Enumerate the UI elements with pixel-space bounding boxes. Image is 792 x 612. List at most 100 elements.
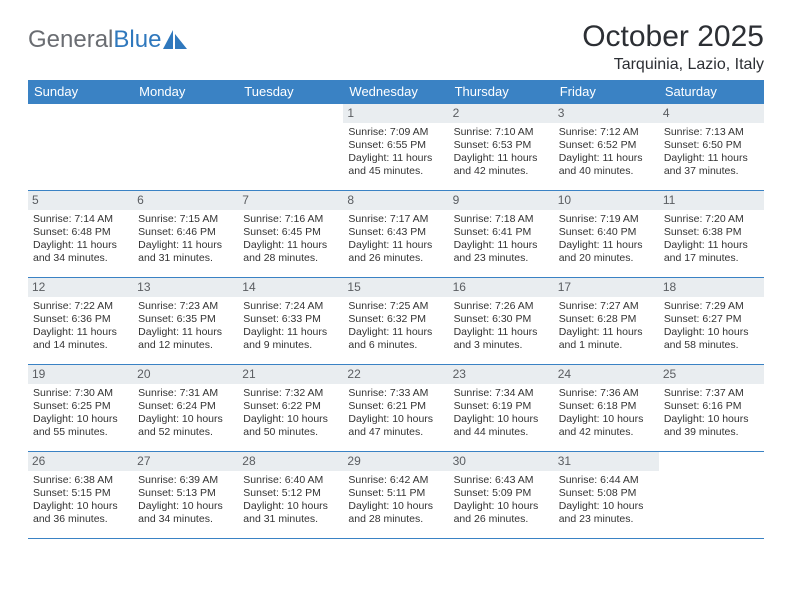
daylight2-text: and 34 minutes. bbox=[138, 513, 233, 526]
sunrise-text: Sunrise: 6:44 AM bbox=[559, 474, 654, 487]
daylight2-text: and 31 minutes. bbox=[243, 513, 338, 526]
day-number: 12 bbox=[28, 278, 133, 297]
daylight1-text: Daylight: 10 hours bbox=[138, 413, 233, 426]
daylight1-text: Daylight: 10 hours bbox=[138, 500, 233, 513]
sunset-text: Sunset: 6:22 PM bbox=[243, 400, 338, 413]
day-cell: 8 Sunrise: 7:17 AMSunset: 6:43 PMDaylight… bbox=[343, 191, 448, 277]
day-cell: 1Sunrise: 7:09 AMSunset: 6:55 PMDaylight… bbox=[343, 104, 448, 190]
sunrise-text: Sunrise: 7:32 AM bbox=[243, 387, 338, 400]
daylight2-text: and 42 minutes. bbox=[454, 165, 549, 178]
daylight2-text: and 50 minutes. bbox=[243, 426, 338, 439]
sunset-text: Sunset: 6:45 PM bbox=[243, 226, 338, 239]
sunset-text: Sunset: 6:28 PM bbox=[559, 313, 654, 326]
sunset-text: Sunset: 5:08 PM bbox=[559, 487, 654, 500]
day-cell: 24Sunrise: 7:36 AMSunset: 6:18 PMDayligh… bbox=[554, 365, 659, 451]
daylight1-text: Daylight: 11 hours bbox=[138, 326, 233, 339]
sunset-text: Sunset: 6:18 PM bbox=[559, 400, 654, 413]
sunrise-text: Sunrise: 7:23 AM bbox=[138, 300, 233, 313]
day-number: 28 bbox=[238, 452, 343, 471]
location-text: Tarquinia, Lazio, Italy bbox=[582, 56, 764, 74]
sunrise-text: Sunrise: 7:16 AM bbox=[243, 213, 338, 226]
sunrise-text: Sunrise: 7:26 AM bbox=[454, 300, 549, 313]
page-header: GeneralBlue October 2025 Tarquinia, Lazi… bbox=[28, 20, 764, 74]
day-number: 22 bbox=[343, 365, 448, 384]
sunrise-text: Sunrise: 7:30 AM bbox=[33, 387, 128, 400]
sunrise-text: Sunrise: 7:37 AM bbox=[664, 387, 759, 400]
daylight1-text: Daylight: 10 hours bbox=[33, 413, 128, 426]
daylight1-text: Daylight: 11 hours bbox=[348, 239, 443, 252]
day-number: 7 bbox=[238, 191, 343, 210]
sunrise-text: Sunrise: 6:38 AM bbox=[33, 474, 128, 487]
sunset-text: Sunset: 6:53 PM bbox=[454, 139, 549, 152]
daylight1-text: Daylight: 11 hours bbox=[559, 326, 654, 339]
day-number: 26 bbox=[28, 452, 133, 471]
day-number: 29 bbox=[343, 452, 448, 471]
sunset-text: Sunset: 6:16 PM bbox=[664, 400, 759, 413]
day-cell: 9Sunrise: 7:18 AMSunset: 6:41 PMDaylight… bbox=[449, 191, 554, 277]
sunset-text: Sunset: 6:21 PM bbox=[348, 400, 443, 413]
sunset-text: Sunset: 5:13 PM bbox=[138, 487, 233, 500]
sunset-text: Sunset: 6:35 PM bbox=[138, 313, 233, 326]
day-cell: 10Sunrise: 7:19 AMSunset: 6:40 PMDayligh… bbox=[554, 191, 659, 277]
day-cell: 6Sunrise: 7:15 AMSunset: 6:46 PMDaylight… bbox=[133, 191, 238, 277]
daylight1-text: Daylight: 11 hours bbox=[33, 326, 128, 339]
sunrise-text: Sunrise: 7:18 AM bbox=[454, 213, 549, 226]
weekday-label: Friday bbox=[554, 80, 659, 104]
day-cell: 26Sunrise: 6:38 AMSunset: 5:15 PMDayligh… bbox=[28, 452, 133, 538]
sunset-text: Sunset: 6:43 PM bbox=[348, 226, 443, 239]
day-cell: 20Sunrise: 7:31 AMSunset: 6:24 PMDayligh… bbox=[133, 365, 238, 451]
weekday-label: Monday bbox=[133, 80, 238, 104]
sunrise-text: Sunrise: 7:24 AM bbox=[243, 300, 338, 313]
day-number: 16 bbox=[449, 278, 554, 297]
day-cell: 29Sunrise: 6:42 AMSunset: 5:11 PMDayligh… bbox=[343, 452, 448, 538]
sunset-text: Sunset: 6:52 PM bbox=[559, 139, 654, 152]
sunset-text: Sunset: 6:24 PM bbox=[138, 400, 233, 413]
sunrise-text: Sunrise: 7:15 AM bbox=[138, 213, 233, 226]
sunrise-text: Sunrise: 7:36 AM bbox=[559, 387, 654, 400]
daylight1-text: Daylight: 11 hours bbox=[243, 326, 338, 339]
day-cell: 2Sunrise: 7:10 AMSunset: 6:53 PMDaylight… bbox=[449, 104, 554, 190]
week-row: 19Sunrise: 7:30 AMSunset: 6:25 PMDayligh… bbox=[28, 365, 764, 452]
daylight2-text: and 9 minutes. bbox=[243, 339, 338, 352]
daylight2-text: and 55 minutes. bbox=[33, 426, 128, 439]
weekday-header-row: Sunday Monday Tuesday Wednesday Thursday… bbox=[28, 80, 764, 104]
sunset-text: Sunset: 5:12 PM bbox=[243, 487, 338, 500]
daylight2-text: and 12 minutes. bbox=[138, 339, 233, 352]
week-row: 1Sunrise: 7:09 AMSunset: 6:55 PMDaylight… bbox=[28, 104, 764, 191]
day-cell: 27Sunrise: 6:39 AMSunset: 5:13 PMDayligh… bbox=[133, 452, 238, 538]
day-cell: 18Sunrise: 7:29 AMSunset: 6:27 PMDayligh… bbox=[659, 278, 764, 364]
day-cell: 28Sunrise: 6:40 AMSunset: 5:12 PMDayligh… bbox=[238, 452, 343, 538]
day-cell: 3Sunrise: 7:12 AMSunset: 6:52 PMDaylight… bbox=[554, 104, 659, 190]
brand-text-2: Blue bbox=[113, 26, 161, 54]
sunset-text: Sunset: 6:46 PM bbox=[138, 226, 233, 239]
sunset-text: Sunset: 6:27 PM bbox=[664, 313, 759, 326]
daylight2-text: and 37 minutes. bbox=[664, 165, 759, 178]
daylight2-text: and 14 minutes. bbox=[33, 339, 128, 352]
daylight2-text: and 44 minutes. bbox=[454, 426, 549, 439]
sunset-text: Sunset: 6:50 PM bbox=[664, 139, 759, 152]
day-number: 1 bbox=[343, 104, 448, 123]
sunset-text: Sunset: 6:25 PM bbox=[33, 400, 128, 413]
day-number: 8 bbox=[343, 191, 448, 210]
day-number: 31 bbox=[554, 452, 659, 471]
sunset-text: Sunset: 6:19 PM bbox=[454, 400, 549, 413]
sunrise-text: Sunrise: 7:34 AM bbox=[454, 387, 549, 400]
daylight2-text: and 20 minutes. bbox=[559, 252, 654, 265]
daylight1-text: Daylight: 10 hours bbox=[348, 500, 443, 513]
sunrise-text: Sunrise: 7:25 AM bbox=[348, 300, 443, 313]
daylight2-text: and 42 minutes. bbox=[559, 426, 654, 439]
day-number: 20 bbox=[133, 365, 238, 384]
daylight1-text: Daylight: 10 hours bbox=[348, 413, 443, 426]
day-cell: 23Sunrise: 7:34 AMSunset: 6:19 PMDayligh… bbox=[449, 365, 554, 451]
day-cell: 30Sunrise: 6:43 AMSunset: 5:09 PMDayligh… bbox=[449, 452, 554, 538]
day-cell: 12Sunrise: 7:22 AMSunset: 6:36 PMDayligh… bbox=[28, 278, 133, 364]
daylight1-text: Daylight: 10 hours bbox=[454, 500, 549, 513]
daylight1-text: Daylight: 10 hours bbox=[664, 413, 759, 426]
daylight2-text: and 17 minutes. bbox=[664, 252, 759, 265]
day-number: 14 bbox=[238, 278, 343, 297]
daylight1-text: Daylight: 11 hours bbox=[243, 239, 338, 252]
sail-icon bbox=[163, 30, 189, 50]
daylight1-text: Daylight: 11 hours bbox=[348, 152, 443, 165]
sunrise-text: Sunrise: 7:17 AM bbox=[348, 213, 443, 226]
weekday-label: Thursday bbox=[449, 80, 554, 104]
